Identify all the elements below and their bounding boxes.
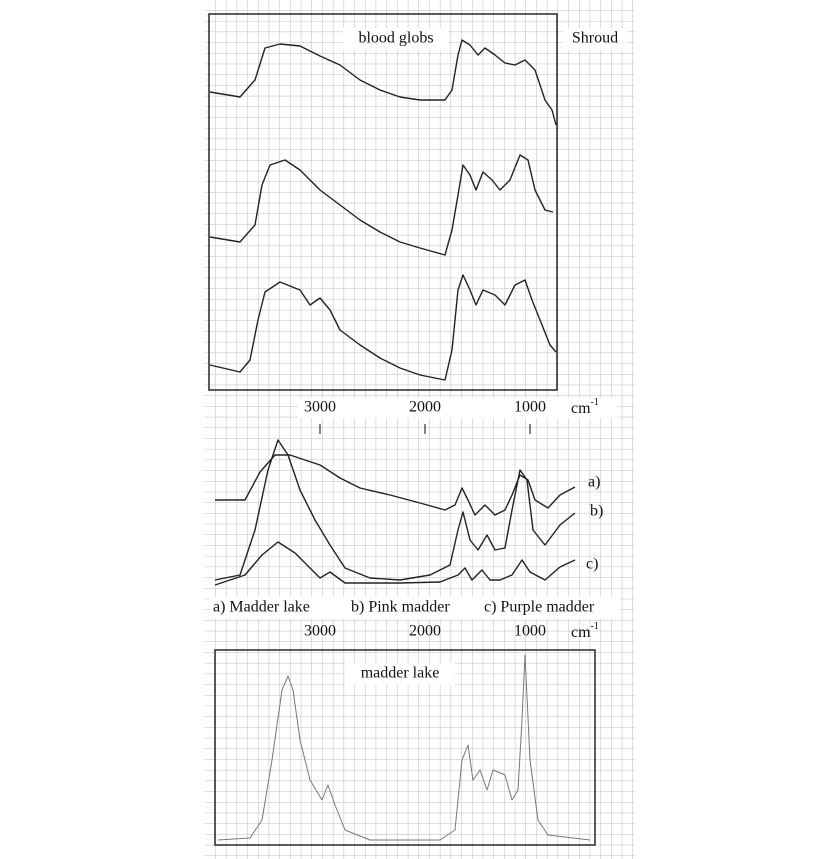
legend-entry: c) Purple madder bbox=[484, 599, 595, 616]
axis-top: 3000 2000 1000 cm-1 bbox=[298, 397, 618, 434]
axis-tick-label: 2000 bbox=[409, 623, 441, 640]
spectrum-curve bbox=[217, 654, 591, 841]
label-bg bbox=[563, 28, 627, 50]
label-bg bbox=[210, 597, 620, 619]
bottom-panel-frame bbox=[214, 649, 596, 846]
curve-label: c) bbox=[586, 556, 598, 573]
panel-label: madder lake bbox=[361, 665, 440, 682]
curve-label: a) bbox=[588, 474, 600, 491]
unit-exponent: -1 bbox=[591, 397, 599, 408]
spectrum-curve bbox=[209, 154, 554, 256]
axis-tick-label: 2000 bbox=[409, 399, 441, 416]
axis-tick-label: 1000 bbox=[514, 623, 546, 640]
unit: cm bbox=[571, 400, 591, 417]
unit-exponent: -1 bbox=[591, 621, 599, 632]
axis-unit: cm-1 bbox=[571, 621, 599, 640]
curve-label: b) bbox=[590, 503, 603, 520]
unit: cm bbox=[571, 624, 591, 641]
axis-tick-label: 3000 bbox=[304, 399, 336, 416]
axis-bottom: 3000 2000 1000 cm-1 bbox=[304, 621, 599, 640]
axis-unit: cm-1 bbox=[571, 397, 599, 416]
spectrum-curve bbox=[214, 541, 576, 586]
spectrum-curve bbox=[214, 439, 576, 581]
legend-entry: b) Pink madder bbox=[351, 599, 450, 616]
axis-tick-label: 3000 bbox=[304, 623, 336, 640]
spectrum-curve bbox=[209, 39, 557, 126]
label-bg bbox=[345, 663, 455, 685]
top-panel-frame bbox=[208, 13, 558, 391]
legend-entry: a) Madder lake bbox=[213, 599, 310, 616]
sample-label: Shroud bbox=[572, 30, 618, 47]
spectrum-curve bbox=[209, 274, 557, 381]
graph-paper bbox=[205, 0, 635, 859]
label-bg bbox=[298, 398, 618, 418]
panel-label: blood globs bbox=[358, 30, 433, 47]
axis-tick-label: 1000 bbox=[514, 399, 546, 416]
label-bg bbox=[343, 28, 448, 50]
